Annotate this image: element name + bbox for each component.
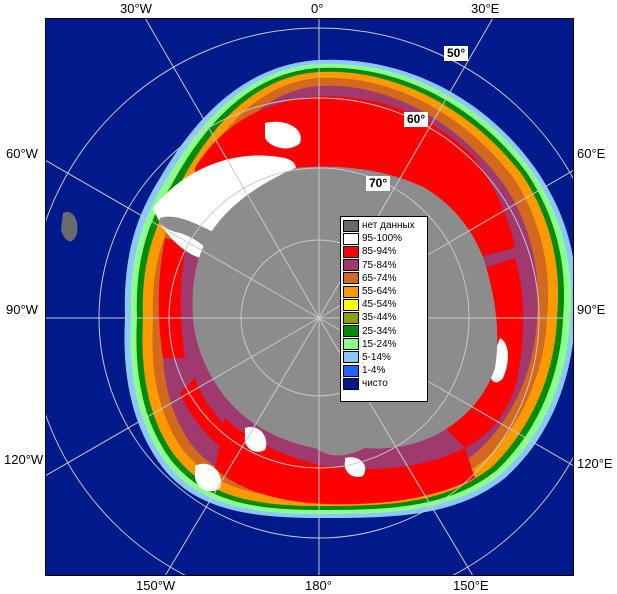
legend-label: 35-44% bbox=[362, 312, 397, 324]
legend-swatch bbox=[343, 364, 359, 377]
lon-label-150w: 150°W bbox=[136, 578, 176, 593]
lon-label-30e-top: 30°E bbox=[471, 1, 500, 16]
legend-item: 1-4% bbox=[343, 364, 425, 377]
legend-label: 15-24% bbox=[362, 338, 397, 350]
legend-label: 1-4% bbox=[362, 365, 386, 377]
lon-label-120w: 120°W bbox=[4, 452, 44, 467]
lon-label-90w: 90°W bbox=[6, 302, 38, 317]
legend-label: 5-14% bbox=[362, 351, 391, 363]
legend-item: 95-100% bbox=[343, 232, 425, 245]
lat-label-60: 60° bbox=[404, 112, 429, 127]
legend-item: 75-84% bbox=[343, 259, 425, 272]
legend-swatch bbox=[343, 377, 359, 390]
legend-label: 85-94% bbox=[362, 246, 397, 258]
legend-label: нет данных bbox=[362, 220, 415, 232]
ice-95-100-north-patch bbox=[265, 121, 301, 149]
legend-item: 35-44% bbox=[343, 311, 425, 324]
legend-item: 45-54% bbox=[343, 298, 425, 311]
legend-label: 25-34% bbox=[362, 325, 397, 337]
sea-ice-map bbox=[45, 18, 574, 576]
lon-label-60e: 60°E bbox=[577, 146, 606, 161]
ice-85-94-southwest bbox=[180, 378, 265, 473]
legend-label: 45-54% bbox=[362, 299, 397, 311]
legend-item: нет данных bbox=[343, 219, 425, 232]
ice-85-94-east bbox=[445, 258, 524, 448]
lat-label-50: 50° bbox=[444, 46, 469, 61]
legend-swatch bbox=[343, 219, 359, 232]
legend-label: 65-74% bbox=[362, 272, 397, 284]
lat-label-70: 70° bbox=[366, 176, 391, 191]
legend-swatch bbox=[343, 232, 359, 245]
legend-label: 75-84% bbox=[362, 259, 397, 271]
lon-label-60w: 60°W bbox=[6, 146, 38, 161]
legend-label: чисто bbox=[362, 378, 388, 390]
legend-swatch bbox=[343, 311, 359, 324]
legend-swatch bbox=[343, 338, 359, 351]
legend-swatch bbox=[343, 245, 359, 258]
lon-label-120e: 120°E bbox=[577, 456, 613, 471]
legend-item: 85-94% bbox=[343, 245, 425, 258]
legend-item: 65-74% bbox=[343, 272, 425, 285]
nodata-region bbox=[61, 211, 78, 242]
ice-95-100-east-patch bbox=[489, 338, 508, 383]
lon-label-90e: 90°E bbox=[577, 302, 606, 317]
legend-label: 55-64% bbox=[362, 286, 397, 298]
legend-swatch bbox=[343, 285, 359, 298]
legend-item: 25-34% bbox=[343, 325, 425, 338]
legend-item: 5-14% bbox=[343, 351, 425, 364]
legend-swatch bbox=[343, 272, 359, 285]
lon-label-30w-top: 30°W bbox=[120, 1, 152, 16]
legend-swatch bbox=[343, 259, 359, 272]
legend-swatch bbox=[343, 298, 359, 311]
legend-item: 55-64% bbox=[343, 285, 425, 298]
lon-label-150e: 150°E bbox=[453, 578, 489, 593]
antarctic-peninsula bbox=[159, 216, 215, 253]
legend-swatch bbox=[343, 325, 359, 338]
lon-label-180: 180° bbox=[305, 578, 332, 593]
legend-label: 95-100% bbox=[362, 233, 403, 245]
legend-item: 15-24% bbox=[343, 338, 425, 351]
ice-95-100-south-patch1 bbox=[195, 463, 221, 492]
legend-item: чисто bbox=[343, 377, 425, 390]
ice-concentration-legend: нет данных 95-100% 85-94% 75-84% 65-74% 55-64… bbox=[340, 216, 428, 402]
ice-85-94-south bbox=[215, 418, 475, 505]
legend-swatch bbox=[343, 351, 359, 364]
ice-85-94-west bbox=[158, 238, 187, 358]
lon-label-0-top: 0° bbox=[311, 1, 324, 16]
